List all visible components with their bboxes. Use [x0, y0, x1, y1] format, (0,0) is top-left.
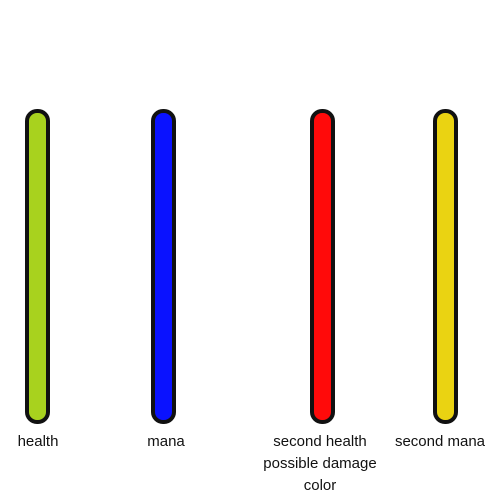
second-health-label: second health possible damage color [250, 431, 390, 497]
second-health-label-line-3: color [303, 477, 337, 494]
health-label: health [17, 433, 59, 450]
mana-bar [151, 109, 176, 424]
second-mana-label: second mana [394, 433, 486, 450]
second-health-bar [310, 109, 335, 424]
second-health-label-line-2: possible damage [263, 455, 377, 472]
second-health-label-line-1: second health [273, 433, 367, 450]
mana-label: mana [147, 433, 185, 450]
health-bar [25, 109, 50, 424]
second-mana-bar [433, 109, 458, 424]
